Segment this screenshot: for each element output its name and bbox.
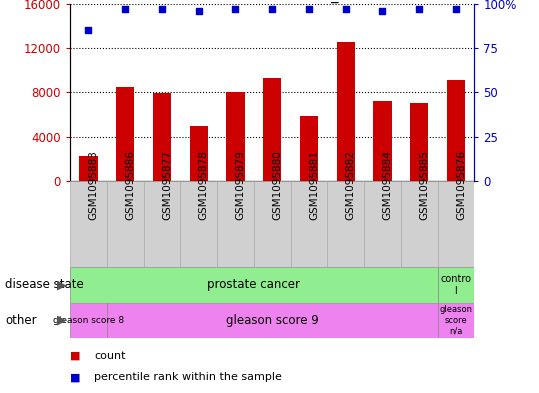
Bar	[190, 125, 208, 181]
Text: gleason score 9: gleason score 9	[226, 314, 319, 327]
Bar	[107, 181, 143, 267]
Bar	[438, 181, 474, 267]
Bar	[291, 181, 327, 267]
Text: ■: ■	[70, 372, 84, 382]
Bar	[447, 80, 465, 181]
Text: GSM1095886: GSM1095886	[125, 150, 135, 220]
Text: GSM1095877: GSM1095877	[162, 150, 172, 220]
Text: count: count	[94, 351, 126, 361]
Text: contro
l: contro l	[440, 274, 472, 296]
Bar	[373, 101, 392, 181]
Text: GSM1095881: GSM1095881	[309, 150, 319, 220]
Bar	[263, 78, 281, 181]
Point	[415, 6, 424, 12]
Point	[84, 27, 93, 33]
Bar	[153, 94, 171, 181]
Bar	[143, 181, 181, 267]
Text: GSM1095880: GSM1095880	[272, 150, 282, 220]
Text: GSM1095879: GSM1095879	[236, 150, 245, 220]
Text: GSM1095885: GSM1095885	[419, 150, 429, 220]
Bar	[107, 303, 438, 338]
Text: percentile rank within the sample: percentile rank within the sample	[94, 372, 282, 382]
Text: other: other	[5, 314, 37, 327]
Bar	[327, 181, 364, 267]
Text: prostate cancer: prostate cancer	[208, 278, 300, 292]
Point	[378, 8, 387, 14]
Bar	[70, 181, 107, 267]
Bar	[181, 181, 217, 267]
Bar	[217, 181, 254, 267]
Text: GSM1095876: GSM1095876	[456, 150, 466, 220]
Point	[157, 6, 166, 12]
Text: ▶: ▶	[57, 314, 67, 327]
Bar	[70, 303, 107, 338]
Point	[305, 6, 313, 12]
Point	[231, 6, 240, 12]
Point	[121, 6, 129, 12]
Point	[341, 6, 350, 12]
Bar	[226, 92, 245, 181]
Bar	[79, 156, 98, 181]
Bar	[254, 181, 291, 267]
Bar	[438, 303, 474, 338]
Bar	[336, 42, 355, 181]
Text: GSM1095878: GSM1095878	[199, 150, 209, 220]
Text: ▶: ▶	[57, 278, 67, 292]
Text: gleason
score
n/a: gleason score n/a	[439, 305, 473, 335]
Bar	[300, 116, 318, 181]
Text: GSM1095884: GSM1095884	[383, 150, 392, 220]
Text: disease state: disease state	[5, 278, 84, 292]
Text: GSM1095882: GSM1095882	[345, 150, 356, 220]
Text: gleason score 8: gleason score 8	[53, 316, 124, 325]
Text: GSM1095883: GSM1095883	[88, 150, 99, 220]
Text: ■: ■	[70, 351, 84, 361]
Bar	[364, 181, 401, 267]
Point	[452, 6, 460, 12]
Point	[195, 8, 203, 14]
Point	[268, 6, 277, 12]
Bar	[401, 181, 438, 267]
Bar	[438, 267, 474, 303]
Title: GDS5072 / 208836_at: GDS5072 / 208836_at	[191, 0, 353, 3]
Bar	[116, 87, 134, 181]
Bar	[410, 103, 429, 181]
